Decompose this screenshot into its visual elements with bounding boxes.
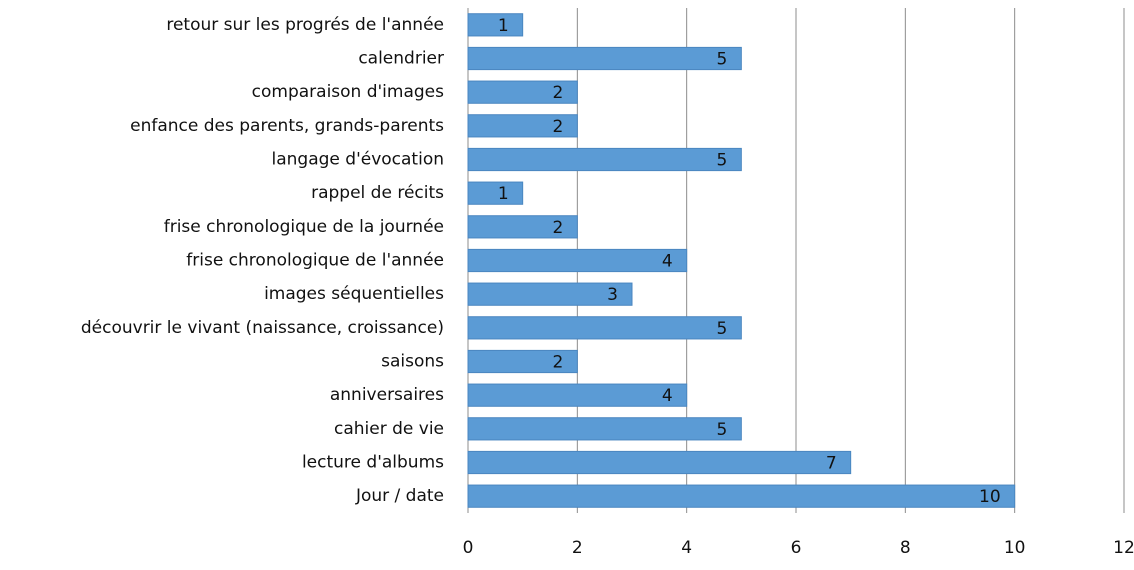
x-tick-label: 10 [1004, 538, 1026, 558]
bar [467, 316, 742, 340]
bar [467, 349, 578, 374]
data-label: 5 [717, 50, 728, 70]
data-label: 5 [717, 420, 728, 440]
y-tick-label: frise chronologique de la journée [164, 217, 444, 237]
data-label: 2 [553, 83, 564, 103]
data-label: 2 [553, 353, 564, 373]
y-tick-label: retour sur les progrés de l'année [166, 15, 444, 35]
data-label: 3 [607, 285, 618, 305]
bar [467, 114, 578, 138]
y-tick-label: calendrier [358, 49, 444, 69]
bar [467, 46, 742, 71]
data-label: 7 [826, 454, 837, 474]
bar [467, 282, 633, 306]
y-tick-label: anniversaires [330, 385, 444, 405]
bar [467, 450, 852, 475]
x-tick-label: 2 [572, 538, 583, 558]
data-label: 4 [662, 386, 673, 406]
bar [467, 147, 742, 172]
data-label: 1 [498, 184, 509, 204]
bar [467, 13, 524, 37]
bar [467, 181, 524, 205]
y-tick-label: frise chronologique de l'année [186, 251, 444, 271]
y-tick-label: images séquentielles [264, 284, 444, 304]
y-tick-label: rappel de récits [311, 183, 444, 203]
y-tick-label: enfance des parents, grands-parents [130, 116, 444, 136]
bar [467, 383, 688, 407]
bar [467, 484, 1016, 508]
data-label: 5 [717, 319, 728, 339]
y-tick-label: saisons [381, 352, 444, 372]
data-label: 10 [979, 487, 1001, 507]
data-label: 4 [662, 252, 673, 272]
bar [467, 417, 742, 441]
x-tick-label: 8 [900, 538, 911, 558]
data-label: 2 [553, 218, 564, 238]
bar [467, 248, 688, 273]
x-tick-label: 0 [463, 538, 474, 558]
bar [467, 80, 578, 104]
data-label: 1 [498, 16, 509, 36]
data-label: 5 [717, 151, 728, 171]
y-tick-label: lecture d'albums [302, 453, 444, 473]
y-tick-label: découvrir le vivant (naissance, croissan… [81, 318, 444, 338]
y-tick-label: Jour / date [355, 486, 444, 506]
y-tick-label: langage d'évocation [272, 150, 445, 170]
data-label: 2 [553, 117, 564, 137]
bar [467, 215, 578, 239]
x-tick-label: 12 [1113, 538, 1134, 558]
x-tick-label: 6 [791, 538, 802, 558]
y-tick-label: cahier de vie [334, 419, 444, 439]
y-tick-label: comparaison d'images [252, 82, 444, 102]
x-tick-label: 4 [681, 538, 692, 558]
